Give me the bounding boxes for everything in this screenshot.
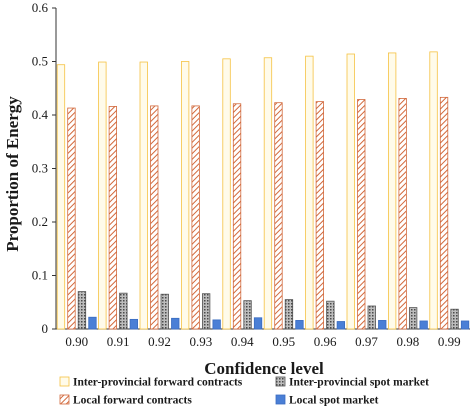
bar-inter-provincial-forward-contracts-0.94	[222, 58, 231, 330]
bar-local-spot-market-0.96	[336, 321, 346, 330]
bar-local-forward-contracts-0.96	[315, 101, 325, 330]
bar-inter-provincial-spot-market-0.93	[201, 293, 211, 330]
y-tick-label: 0	[42, 321, 49, 336]
bar-local-forward-contracts-0.90	[67, 107, 76, 330]
bar-inter-provincial-forward-contracts-0.90	[56, 64, 66, 330]
bar-local-forward-contracts-0.99	[439, 96, 449, 330]
y-tick-label: 0.4	[32, 107, 49, 122]
tick-labels: 0 0.1 0.2 0.3 0.4 0.5 0.6 0.90 0.91 0.92 0.93 0.94 0…	[32, 0, 461, 349]
x-tick-label: 0.92	[148, 334, 171, 349]
bar-local-forward-contracts-0.98	[398, 98, 407, 330]
bar-inter-provincial-forward-contracts-0.93	[180, 61, 190, 330]
bar-local-spot-market-0.98	[419, 320, 428, 330]
bar-local-spot-market-0.93	[212, 319, 221, 330]
bar-inter-provincial-spot-market-0.99	[450, 308, 459, 330]
y-axis-title: Proportion of Energy	[3, 96, 22, 252]
bar-inter-provincial-spot-market-0.96	[326, 300, 335, 330]
y-tick-label: 0.3	[32, 161, 48, 176]
bar-local-forward-contracts-0.92	[150, 105, 159, 330]
y-tick-label: 0.6	[32, 0, 49, 15]
bar-inter-provincial-forward-contracts-0.97	[346, 53, 355, 330]
legend-swatch	[59, 376, 70, 387]
bar-local-forward-contracts-0.95	[274, 102, 283, 330]
legend-swatch	[59, 394, 70, 405]
legend-label: Local spot market	[289, 395, 379, 407]
bar-inter-provincial-spot-market-0.97	[367, 305, 376, 330]
bar-inter-provincial-spot-market-0.94	[243, 300, 252, 330]
x-tick-label: 0.91	[107, 334, 130, 349]
bars	[56, 51, 470, 330]
legend: Inter-provincial forward contracts Inter-…	[59, 376, 429, 407]
legend-label: Local forward contracts	[73, 395, 192, 407]
x-tick-label: 0.96	[314, 334, 337, 349]
legend-label: Inter-provincial spot market	[289, 377, 429, 389]
bar-local-forward-contracts-0.97	[357, 99, 366, 330]
x-tick-label: 0.95	[272, 334, 295, 349]
legend-swatch	[275, 394, 286, 405]
x-axis-title: Confidence level	[204, 359, 324, 378]
bar-local-forward-contracts-0.91	[108, 106, 117, 330]
bar-inter-provincial-forward-contracts-0.95	[263, 57, 273, 330]
bar-local-spot-market-0.99	[460, 320, 470, 330]
bar-local-forward-contracts-0.93	[191, 105, 200, 330]
bar-inter-provincial-spot-market-0.98	[408, 307, 418, 330]
y-tick-label: 0.1	[32, 268, 48, 283]
bar-inter-provincial-forward-contracts-0.96	[305, 55, 314, 330]
axes	[55, 8, 470, 330]
bar-inter-provincial-spot-market-0.91	[119, 292, 128, 330]
x-tick-label: 0.93	[190, 334, 213, 349]
bar-local-spot-market-0.97	[378, 320, 387, 330]
x-tick-label: 0.99	[438, 334, 461, 349]
bar-inter-provincial-spot-market-0.90	[77, 291, 87, 330]
legend-label: Inter-provincial forward contracts	[73, 377, 243, 389]
legend-swatch	[275, 376, 286, 387]
bar-inter-provincial-spot-market-0.92	[160, 293, 169, 330]
x-tick-label: 0.94	[231, 334, 254, 349]
bar-inter-provincial-forward-contracts-0.92	[139, 61, 148, 330]
bar-inter-provincial-spot-market-0.95	[284, 299, 294, 330]
x-tick-label: 0.90	[65, 334, 88, 349]
bar-local-spot-market-0.90	[88, 316, 97, 330]
bar-local-spot-market-0.95	[295, 320, 304, 330]
x-tick-label: 0.97	[355, 334, 378, 349]
bar-inter-provincial-forward-contracts-0.98	[387, 52, 397, 330]
bar-local-spot-market-0.92	[171, 317, 180, 330]
bar-local-spot-market-0.91	[129, 318, 139, 330]
bar-local-forward-contracts-0.94	[232, 103, 242, 330]
x-tick-label: 0.98	[397, 334, 420, 349]
bar-inter-provincial-forward-contracts-0.99	[429, 51, 438, 330]
bar-inter-provincial-forward-contracts-0.91	[98, 61, 107, 330]
bar-local-spot-market-0.94	[253, 317, 263, 330]
y-tick-label: 0.5	[32, 54, 48, 69]
y-tick-label: 0.2	[32, 214, 48, 229]
